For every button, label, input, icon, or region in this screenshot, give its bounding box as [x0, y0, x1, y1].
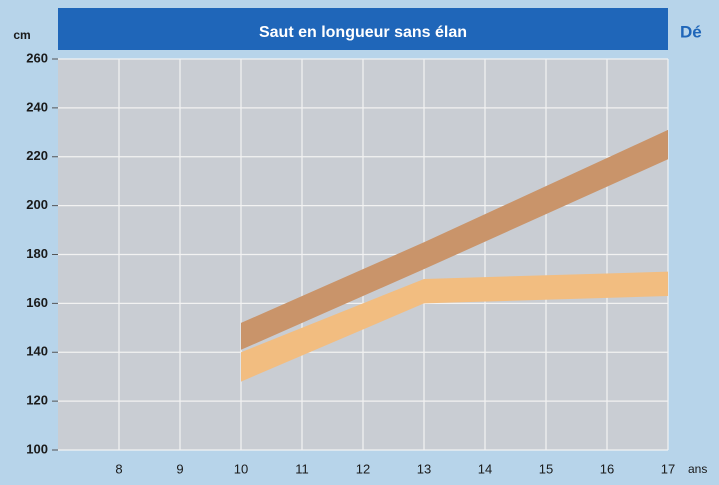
y-tick-label: 100	[26, 441, 48, 456]
band	[241, 129, 668, 350]
y-tick-label: 200	[26, 197, 48, 212]
x-tick-label: 13	[417, 461, 431, 476]
x-tick-label: 10	[234, 461, 248, 476]
y-tick-label: 120	[26, 393, 48, 408]
x-tick-label: 9	[176, 461, 183, 476]
y-tick-label: 240	[26, 99, 48, 114]
band	[241, 271, 668, 382]
y-tick-label: 220	[26, 148, 48, 163]
x-tick-label: 11	[295, 461, 309, 476]
y-tick-label: 160	[26, 295, 48, 310]
x-tick-label: 16	[600, 461, 614, 476]
x-tick-label: 12	[356, 461, 370, 476]
x-tick-label: 15	[539, 461, 553, 476]
side-text: Dé	[680, 22, 702, 41]
title-bar	[58, 8, 668, 50]
y-tick-label: 180	[26, 246, 48, 261]
x-tick-label: 8	[115, 461, 122, 476]
x-tick-label: 17	[661, 461, 675, 476]
chart-title: Saut en longueur sans élan	[259, 24, 467, 41]
y-unit: cm	[13, 28, 30, 42]
x-tick-label: 14	[478, 461, 492, 476]
y-tick-label: 260	[26, 50, 48, 65]
x-unit: ans	[688, 462, 707, 476]
y-tick-label: 140	[26, 344, 48, 359]
